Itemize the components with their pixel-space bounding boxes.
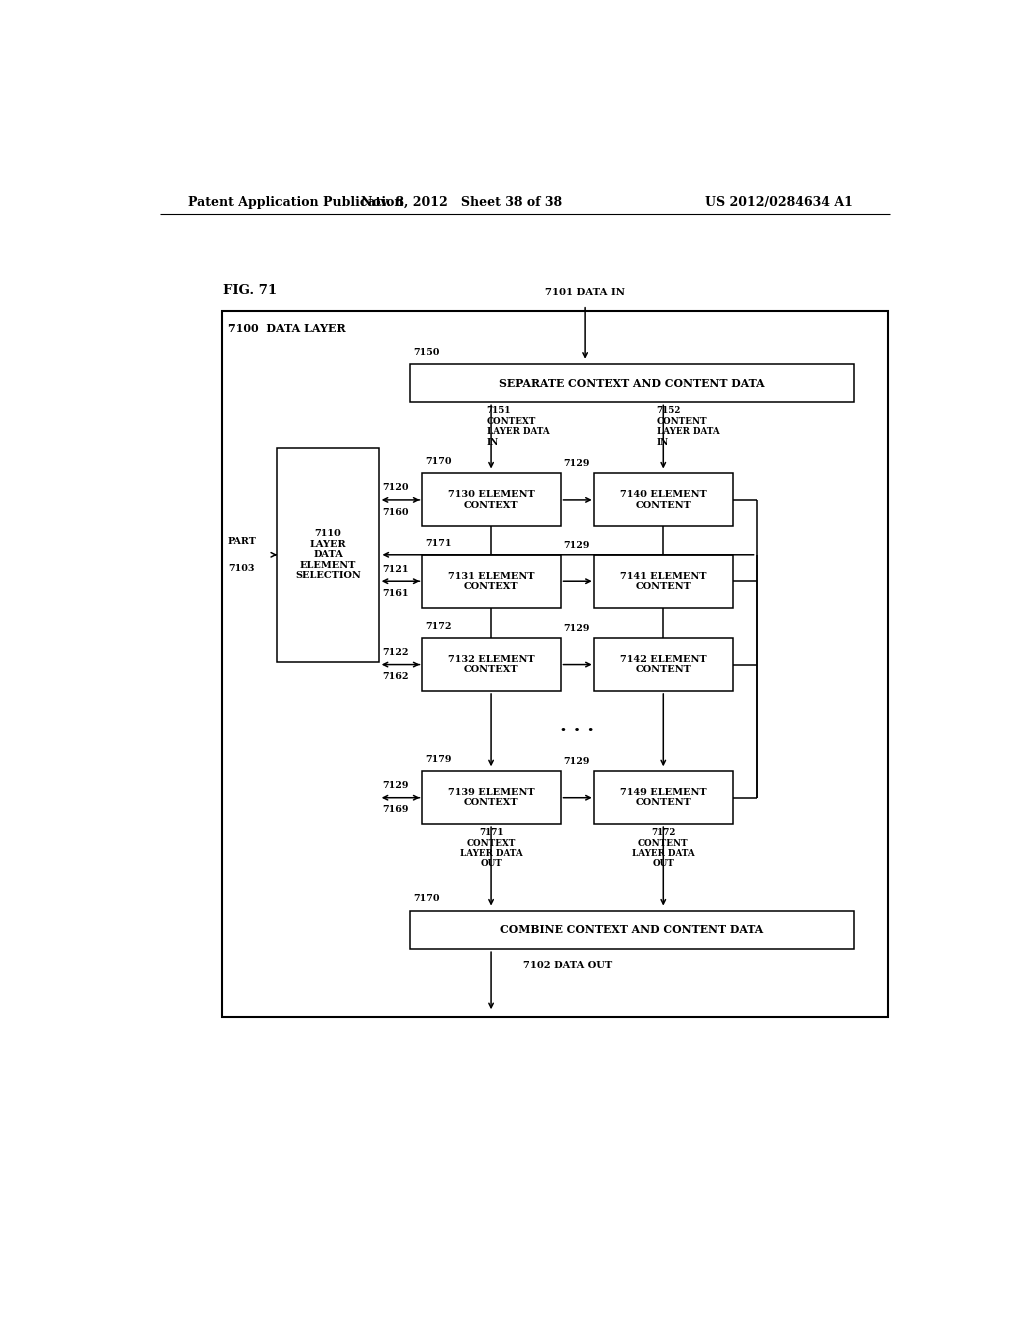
Text: 7141 ELEMENT
CONTENT: 7141 ELEMENT CONTENT	[621, 572, 707, 591]
Text: 7110
LAYER
DATA
ELEMENT
SELECTION: 7110 LAYER DATA ELEMENT SELECTION	[295, 529, 360, 579]
Bar	[422, 474, 560, 527]
Text: 7129: 7129	[563, 459, 590, 469]
Bar	[221, 312, 888, 1018]
Text: COMBINE CONTEXT AND CONTENT DATA: COMBINE CONTEXT AND CONTENT DATA	[501, 924, 764, 936]
Bar	[594, 638, 733, 690]
Bar	[594, 771, 733, 824]
Text: 7102 DATA OUT: 7102 DATA OUT	[523, 961, 612, 970]
Text: 7151
CONTEXT
LAYER DATA
IN: 7151 CONTEXT LAYER DATA IN	[486, 407, 549, 446]
Text: 7150: 7150	[413, 347, 439, 356]
Text: 7129: 7129	[563, 541, 590, 549]
Text: 7121: 7121	[382, 565, 409, 573]
Text: 7171
CONTEXT
LAYER DATA
OUT: 7171 CONTEXT LAYER DATA OUT	[460, 828, 522, 869]
Text: 7161: 7161	[382, 589, 409, 598]
Bar	[410, 911, 854, 949]
Text: 7172: 7172	[425, 622, 452, 631]
Bar	[422, 771, 560, 824]
Text: 7179: 7179	[425, 755, 452, 764]
Bar	[594, 474, 733, 527]
Text: 7169: 7169	[382, 805, 409, 814]
Bar	[594, 554, 733, 607]
Bar	[422, 554, 560, 607]
Text: 7172
CONTENT
LAYER DATA
OUT: 7172 CONTENT LAYER DATA OUT	[632, 828, 694, 869]
Text: 7120: 7120	[382, 483, 409, 492]
Text: 7162: 7162	[382, 672, 409, 681]
Bar	[278, 447, 379, 661]
Text: Nov. 8, 2012   Sheet 38 of 38: Nov. 8, 2012 Sheet 38 of 38	[360, 195, 562, 209]
Text: 7101 DATA IN: 7101 DATA IN	[545, 288, 625, 297]
Text: US 2012/0284634 A1: US 2012/0284634 A1	[705, 195, 853, 209]
Text: 7160: 7160	[382, 508, 409, 516]
Text: 7130 ELEMENT
CONTEXT: 7130 ELEMENT CONTEXT	[447, 490, 535, 510]
Text: 7103: 7103	[228, 564, 255, 573]
Text: 7140 ELEMENT
CONTENT: 7140 ELEMENT CONTENT	[620, 490, 707, 510]
Text: 7122: 7122	[382, 648, 409, 657]
Text: FIG. 71: FIG. 71	[223, 284, 278, 297]
Text: 7152
CONTENT
LAYER DATA
IN: 7152 CONTENT LAYER DATA IN	[656, 407, 719, 446]
Text: 7132 ELEMENT
CONTEXT: 7132 ELEMENT CONTEXT	[447, 655, 535, 675]
Text: 7170: 7170	[413, 895, 439, 903]
Text: Patent Application Publication: Patent Application Publication	[187, 195, 403, 209]
Text: 7129: 7129	[563, 624, 590, 634]
Text: SEPARATE CONTEXT AND CONTENT DATA: SEPARATE CONTEXT AND CONTENT DATA	[499, 378, 765, 388]
Text: 7142 ELEMENT
CONTENT: 7142 ELEMENT CONTENT	[620, 655, 707, 675]
Text: 7129: 7129	[563, 758, 590, 766]
Text: 7131 ELEMENT
CONTEXT: 7131 ELEMENT CONTEXT	[447, 572, 535, 591]
Text: 7170: 7170	[425, 457, 452, 466]
Bar	[410, 364, 854, 403]
Text: 7171: 7171	[425, 539, 452, 548]
Text: 7100  DATA LAYER: 7100 DATA LAYER	[228, 323, 346, 334]
Text: · · ·: · · ·	[560, 722, 594, 741]
Bar	[422, 638, 560, 690]
Text: 7129: 7129	[382, 781, 409, 789]
Text: PART: PART	[228, 537, 257, 546]
Text: 7149 ELEMENT
CONTENT: 7149 ELEMENT CONTENT	[620, 788, 707, 808]
Text: 7139 ELEMENT
CONTEXT: 7139 ELEMENT CONTEXT	[447, 788, 535, 808]
